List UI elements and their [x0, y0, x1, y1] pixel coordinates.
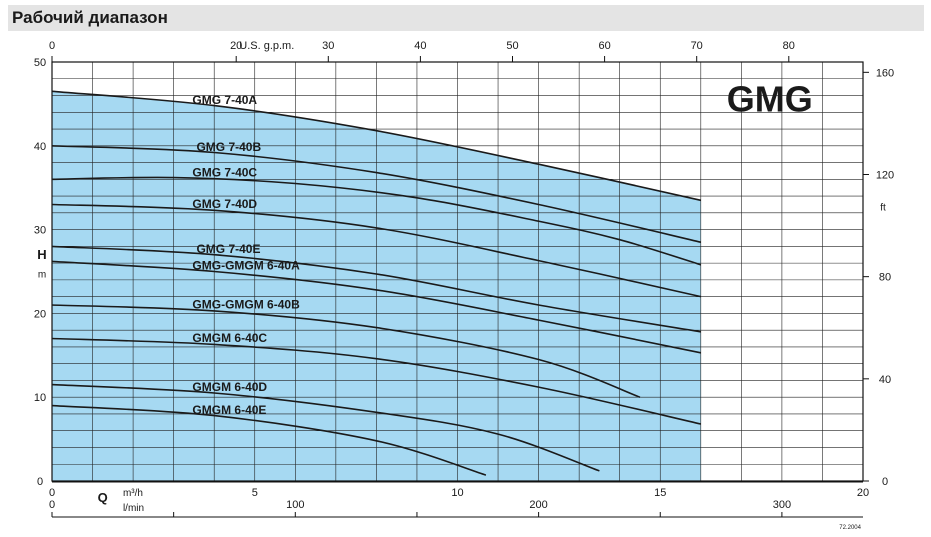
x-top-tick-label: 70: [691, 40, 703, 52]
x-tick-label: 5: [252, 487, 258, 499]
y-tick-label: 20: [34, 308, 46, 320]
x-top-tick-label: 50: [506, 40, 518, 52]
y-axis-symbol: H: [37, 247, 46, 262]
y-tick-label: 30: [34, 225, 46, 237]
x-axis-symbol: Q: [98, 490, 108, 505]
curve-label-1: GMG 7-40A: [192, 93, 257, 107]
curve-6: [51, 260, 701, 354]
x-top-tick-label: 40: [414, 40, 426, 52]
y-tick-label: 10: [34, 392, 46, 404]
curve-label-6: GMG-GMGM 6-40A: [192, 258, 300, 272]
curve-8: [51, 337, 701, 425]
x-tick-label: 15: [654, 487, 666, 499]
title-bar: Рабочий диапазон: [8, 5, 924, 31]
plot-frame: [51, 61, 864, 482]
x2-tick-label: 300: [773, 499, 791, 511]
curve-2: [51, 145, 701, 243]
x-top-tick-label: 20: [230, 40, 242, 52]
x-tick-label: 0: [49, 487, 55, 499]
x2-tick-label: 200: [529, 499, 547, 511]
curve-7: [51, 304, 641, 398]
curve-10: [51, 404, 487, 476]
y2-tick-label: 80: [879, 272, 891, 284]
series-family-label: GMG: [727, 78, 813, 119]
x-top-tick-label: 30: [322, 40, 334, 52]
y2-tick-label: 120: [876, 169, 894, 181]
y2-tick-label: 160: [876, 67, 894, 79]
curve-label-9: GMGM 6-40D: [192, 380, 267, 394]
curve-label-10: GMGM 6-40E: [192, 403, 266, 417]
curve-label-7: GMG-GMGM 6-40B: [192, 298, 300, 312]
x2-tick-label: 100: [286, 499, 304, 511]
x-top-axis-unit: U.S. g.p.m.: [239, 40, 294, 52]
x2-tick-label: 0: [49, 499, 55, 511]
curve-5: [51, 245, 701, 333]
y-tick-label: 40: [34, 141, 46, 153]
curve-label-8: GMGM 6-40C: [192, 331, 267, 345]
x-tick-label: 10: [451, 487, 463, 499]
figure-code: 72.2004: [839, 525, 861, 531]
curve-3: [51, 176, 702, 266]
y-tick-label: 0: [37, 476, 43, 488]
y2-axis-unit: ft: [880, 202, 886, 213]
curve-9: [51, 383, 600, 472]
x2-axis-unit: l/min: [123, 503, 144, 514]
page-title: Рабочий диапазон: [12, 8, 168, 27]
x-top-tick-label: 60: [598, 40, 610, 52]
y-axis-unit: m: [38, 269, 46, 280]
y-tick-label: 50: [34, 57, 46, 69]
x-axis-unit: m³/h: [123, 488, 143, 499]
curve-label-5: GMG 7-40E: [196, 242, 260, 256]
y2-tick-label: 40: [879, 374, 891, 386]
curve-1: [51, 90, 701, 202]
x-top-tick-label: 80: [783, 40, 795, 52]
curve-4: [51, 203, 701, 298]
x-top-tick-label: 0: [49, 40, 55, 52]
curve-label-4: GMG 7-40D: [192, 197, 257, 211]
curve-label-2: GMG 7-40B: [196, 140, 261, 154]
x-tick-label: 20: [857, 487, 869, 499]
curve-label-3: GMG 7-40C: [192, 165, 257, 179]
y2-tick-label: 0: [882, 476, 888, 488]
